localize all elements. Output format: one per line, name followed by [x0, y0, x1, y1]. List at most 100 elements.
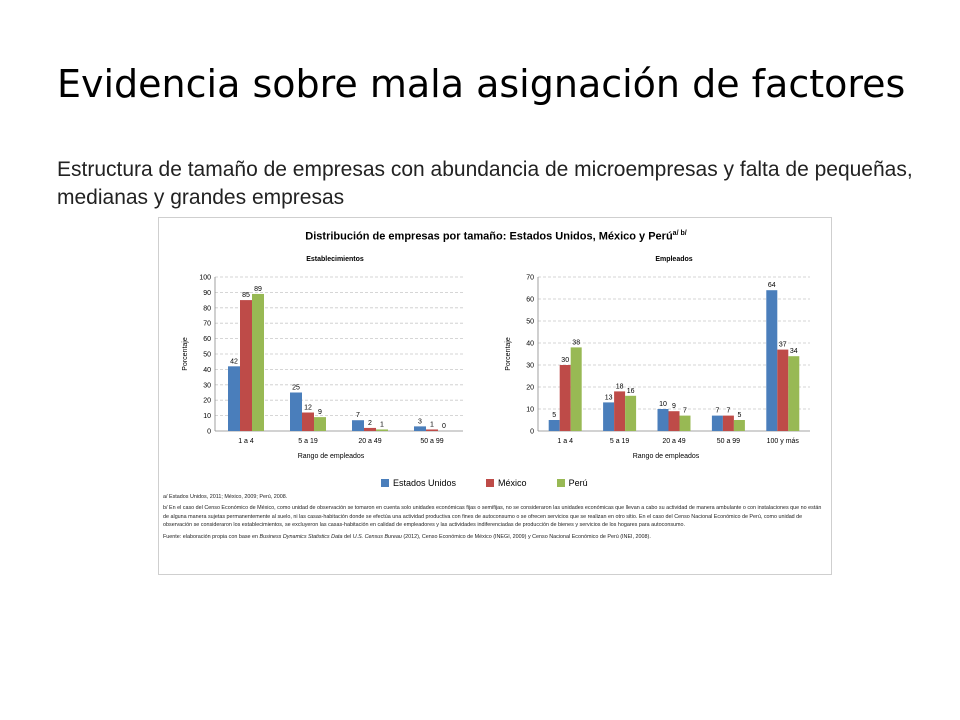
figure-notes: a/ Estados Unidos, 2011; México, 2009; P…: [163, 493, 827, 544]
chart-2-data-label: 38: [572, 339, 580, 346]
chart-2-y-axis-label: Porcentaje: [505, 337, 512, 371]
note-b: b/ En el caso del Censo Económico de Méx…: [163, 505, 822, 529]
chart-1-data-label: 2: [368, 420, 372, 427]
chart-1-ytick-label: 70: [203, 321, 211, 328]
chart-1-ytick-label: 100: [199, 275, 211, 282]
chart-2-ytick-label: 50: [526, 319, 534, 326]
figure-title-footnote-marks: a/ b/: [672, 230, 687, 237]
chart-2-bar: [788, 356, 800, 431]
chart-1-ytick-label: 0: [207, 429, 211, 436]
chart-2-ytick-label: 70: [526, 275, 534, 282]
chart-1-ytick-label: 60: [203, 336, 211, 343]
chart-1-data-label: 1: [430, 421, 434, 428]
chart-1-ytick-label: 50: [203, 352, 211, 359]
chart-1-bar: [290, 392, 302, 431]
chart-2-bar: [625, 395, 637, 431]
chart-1-bar: [352, 420, 364, 431]
chart-1-data-label: 25: [292, 385, 300, 392]
source-note: Fuente: elaboración propia con base en B…: [163, 533, 827, 541]
legend-swatch-mexico: [486, 479, 495, 487]
chart-2-bar: [679, 415, 691, 431]
chart-1-data-label: 42: [230, 358, 238, 365]
chart-2-data-label: 16: [627, 388, 635, 395]
chart-1-data-label: 85: [242, 292, 250, 299]
figure-title-text: Distribución de empresas por tamaño: Est…: [305, 230, 673, 243]
chart-1-data-label: 3: [418, 418, 422, 425]
chart-2-category-label: 100 y más: [767, 438, 800, 445]
chart-2-data-label: 7: [715, 408, 719, 415]
chart-2-bar: [614, 391, 626, 431]
source-italic-bds: Business Dynamics Statistics Data: [259, 533, 343, 540]
legend: Estados Unidos México Perú: [381, 477, 588, 489]
legend-item-peru: Perú: [556, 477, 588, 489]
chart-2-data-label: 9: [672, 403, 676, 410]
chart-1-bar: [228, 366, 240, 431]
chart-2-data-label: 37: [779, 342, 787, 349]
chart-1-category-label: 1 a 4: [238, 438, 254, 445]
chart-2-bar: [603, 402, 615, 431]
chart-1-bar: [376, 429, 388, 431]
chart-2-bar: [711, 415, 723, 431]
chart-1-category-label: 50 a 99: [420, 438, 443, 445]
chart-2-ytick-label: 60: [526, 297, 534, 304]
source-mid: del: [342, 533, 353, 540]
legend-swatch-estados-unidos: [381, 479, 389, 487]
chart-1-data-label: 7: [356, 412, 360, 419]
chart-2-data-label: 18: [616, 383, 624, 390]
legend-swatch-peru: [556, 479, 565, 487]
chart-1-ytick-label: 80: [203, 305, 211, 312]
chart-2-ytick-label: 0: [530, 429, 534, 436]
chart-2-bar: [766, 290, 778, 431]
chart-2-bar: [657, 409, 669, 431]
chart-2-data-label: 5: [737, 412, 741, 419]
chart-1-bar: [252, 293, 264, 431]
chart-2-ytick-label: 10: [526, 407, 534, 414]
slide-subtitle: Estructura de tamaño de empresas con abu…: [57, 158, 913, 209]
chart-2-data-label: 13: [605, 394, 613, 401]
chart-2-data-label: 10: [659, 401, 667, 408]
chart-1-data-label: 9: [318, 409, 322, 416]
chart-1-title: Establecimientos: [306, 256, 364, 263]
source-suffix: (2012), Censo Económico de México (INEGI…: [401, 533, 651, 540]
note-a: a/ Estados Unidos, 2011; México, 2009; P…: [163, 494, 288, 500]
chart-2-data-label: 64: [768, 282, 776, 289]
chart-1-ytick-label: 10: [203, 413, 211, 420]
charts-canvas: Establecimientos010203040506070809010042…: [182, 256, 810, 460]
legend-label-mexico: México: [498, 478, 527, 488]
chart-2-bar: [668, 411, 680, 431]
chart-1-category-label: 20 a 49: [358, 438, 381, 445]
chart-2-category-label: 5 a 19: [610, 438, 630, 445]
chart-2-data-label: 7: [726, 408, 730, 415]
chart-1-bar: [414, 426, 426, 431]
chart-2-bar: [570, 347, 582, 431]
chart-2-x-axis-label: Rango de empleados: [633, 453, 700, 460]
chart-1-bar: [426, 429, 438, 431]
chart-1-data-label: 89: [254, 286, 262, 293]
legend-item-mexico: México: [486, 477, 527, 489]
chart-2-ytick-label: 40: [526, 341, 534, 348]
chart-2-category-label: 50 a 99: [717, 438, 740, 445]
chart-2-data-label: 30: [561, 357, 569, 364]
legend-label-peru: Perú: [568, 478, 588, 488]
chart-1-x-axis-label: Rango de empleados: [298, 453, 365, 460]
chart-2-bar: [777, 349, 789, 431]
chart-2-title: Empleados: [655, 256, 692, 263]
chart-1-ytick-label: 30: [203, 382, 211, 389]
chart-1-bar: [314, 417, 326, 431]
chart-2-bar: [733, 420, 745, 431]
chart-1-data-label: 1: [380, 421, 384, 428]
chart-1-ytick-label: 90: [203, 290, 211, 297]
chart-1-bar: [240, 300, 252, 431]
chart-2-bar: [548, 420, 560, 431]
chart-2-ytick-label: 20: [526, 385, 534, 392]
chart-1-bar: [364, 427, 376, 431]
chart-1-ytick-label: 20: [203, 398, 211, 405]
chart-1-data-label: 0: [442, 423, 446, 430]
chart-1-bar: [302, 412, 314, 431]
chart-2-data-label: 5: [552, 412, 556, 419]
chart-2-category-label: 1 a 4: [557, 438, 573, 445]
source-italic-census: U.S. Census Bureau: [352, 533, 402, 540]
figure-panel: Distribución de empresas por tamaño: Est…: [158, 217, 832, 575]
chart-2-bar: [722, 415, 734, 431]
chart-1-ytick-label: 40: [203, 367, 211, 374]
